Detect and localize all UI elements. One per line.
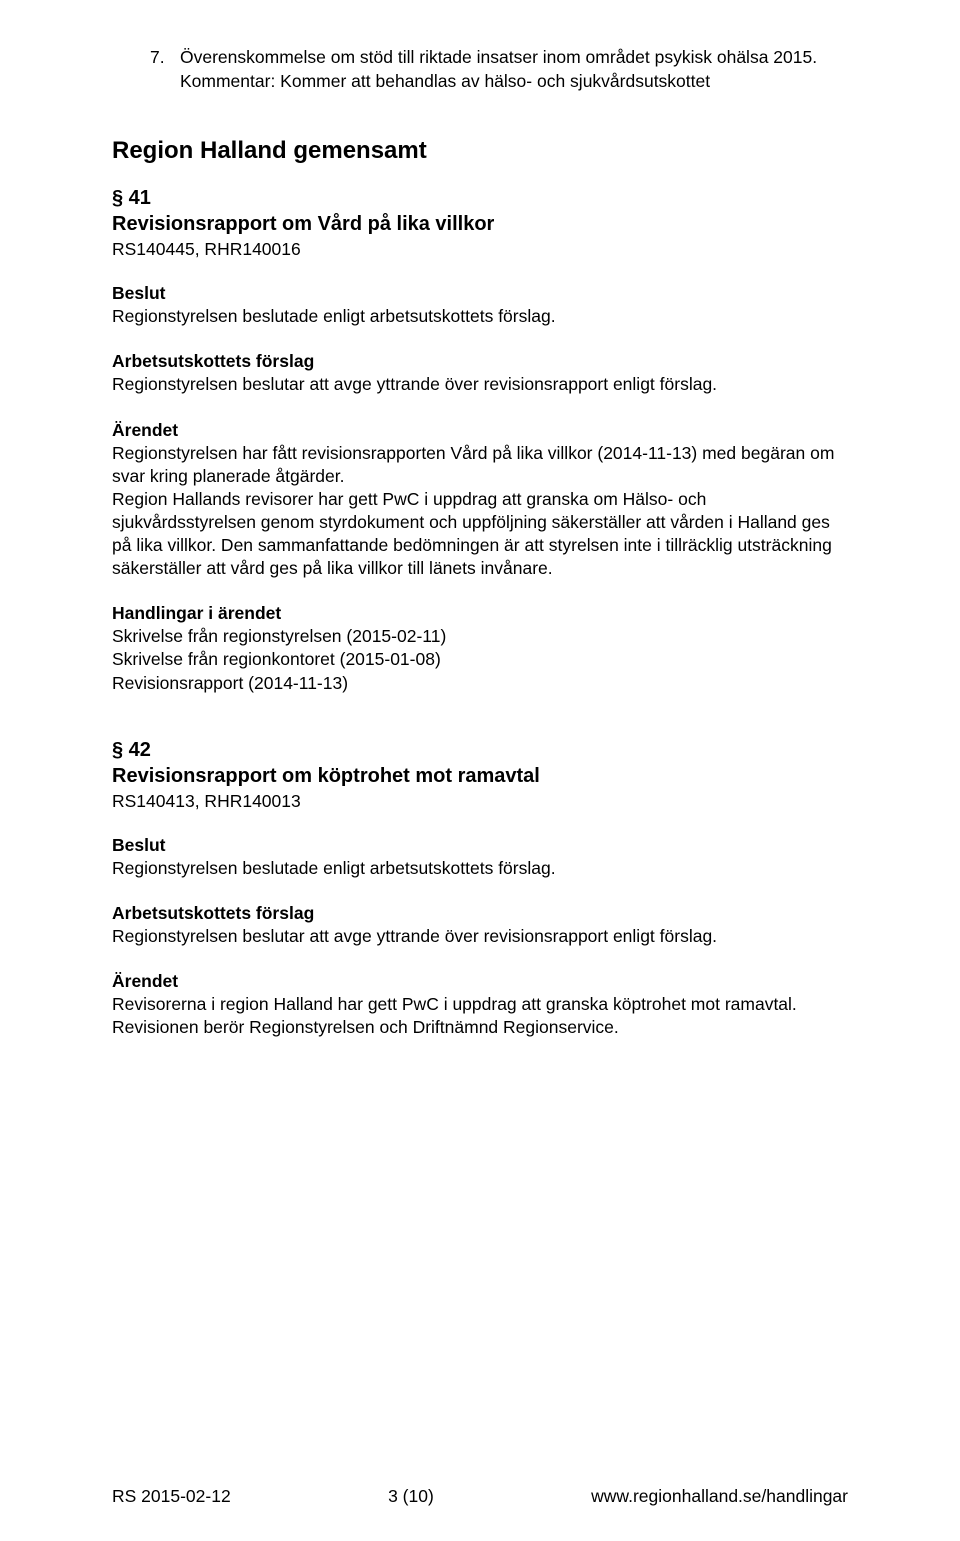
section-41-handlingar: Handlingar i ärendet Skrivelse från regi…: [112, 602, 848, 694]
section-42-arendet: Ärendet Revisorerna i region Halland har…: [112, 970, 848, 1039]
document-page: 7. Överenskommelse om stöd till riktade …: [0, 0, 960, 1541]
numbered-item-7: 7. Överenskommelse om stöd till riktade …: [150, 46, 848, 69]
au-label: Arbetsutskottets förslag: [112, 902, 848, 925]
section-42-refs: RS140413, RHR140013: [112, 791, 848, 812]
arendet-label: Ärendet: [112, 419, 848, 442]
region-header: Region Halland gemensamt: [112, 137, 848, 165]
au-label: Arbetsutskottets förslag: [112, 350, 848, 373]
footer-center: 3 (10): [231, 1486, 591, 1507]
section-41-beslut: Beslut Regionstyrelsen beslutade enligt …: [112, 282, 848, 328]
section-41-title: Revisionsrapport om Vård på lika villkor: [112, 212, 848, 237]
au-text: Regionstyrelsen beslutar att avge yttran…: [112, 925, 848, 948]
section-42-beslut: Beslut Regionstyrelsen beslutade enligt …: [112, 834, 848, 880]
beslut-label: Beslut: [112, 834, 848, 857]
handlingar-line: Revisionsrapport (2014-11-13): [112, 672, 848, 695]
beslut-text: Regionstyrelsen beslutade enligt arbetsu…: [112, 305, 848, 328]
footer-right: www.regionhalland.se/handlingar: [591, 1486, 848, 1507]
section-42-au: Arbetsutskottets förslag Regionstyrelsen…: [112, 902, 848, 948]
beslut-text: Regionstyrelsen beslutade enligt arbetsu…: [112, 857, 848, 880]
beslut-label: Beslut: [112, 282, 848, 305]
page-footer: RS 2015-02-12 3 (10) www.regionhalland.s…: [112, 1486, 848, 1507]
item-7-comment: Kommentar: Kommer att behandlas av hälso…: [180, 70, 848, 93]
au-text: Regionstyrelsen beslutar att avge yttran…: [112, 373, 848, 396]
section-41-arendet: Ärendet Regionstyrelsen har fått revisio…: [112, 419, 848, 581]
item-number: 7.: [150, 46, 180, 69]
handlingar-line: Skrivelse från regionkontoret (2015-01-0…: [112, 648, 848, 671]
section-42: § 42 Revisionsrapport om köptrohet mot r…: [112, 739, 848, 1040]
section-41-number: § 41: [112, 187, 848, 210]
section-42-title: Revisionsrapport om köptrohet mot ramavt…: [112, 764, 848, 789]
arendet-label: Ärendet: [112, 970, 848, 993]
handlingar-label: Handlingar i ärendet: [112, 602, 848, 625]
section-41-au: Arbetsutskottets förslag Regionstyrelsen…: [112, 350, 848, 396]
arendet-text: Regionstyrelsen har fått revisionsrappor…: [112, 442, 848, 581]
section-41-refs: RS140445, RHR140016: [112, 239, 848, 260]
item-text: Överenskommelse om stöd till riktade ins…: [180, 46, 848, 69]
section-42-number: § 42: [112, 739, 848, 762]
arendet-text: Revisorerna i region Halland har gett Pw…: [112, 993, 848, 1039]
footer-left: RS 2015-02-12: [112, 1486, 231, 1507]
handlingar-line: Skrivelse från regionstyrelsen (2015-02-…: [112, 625, 848, 648]
